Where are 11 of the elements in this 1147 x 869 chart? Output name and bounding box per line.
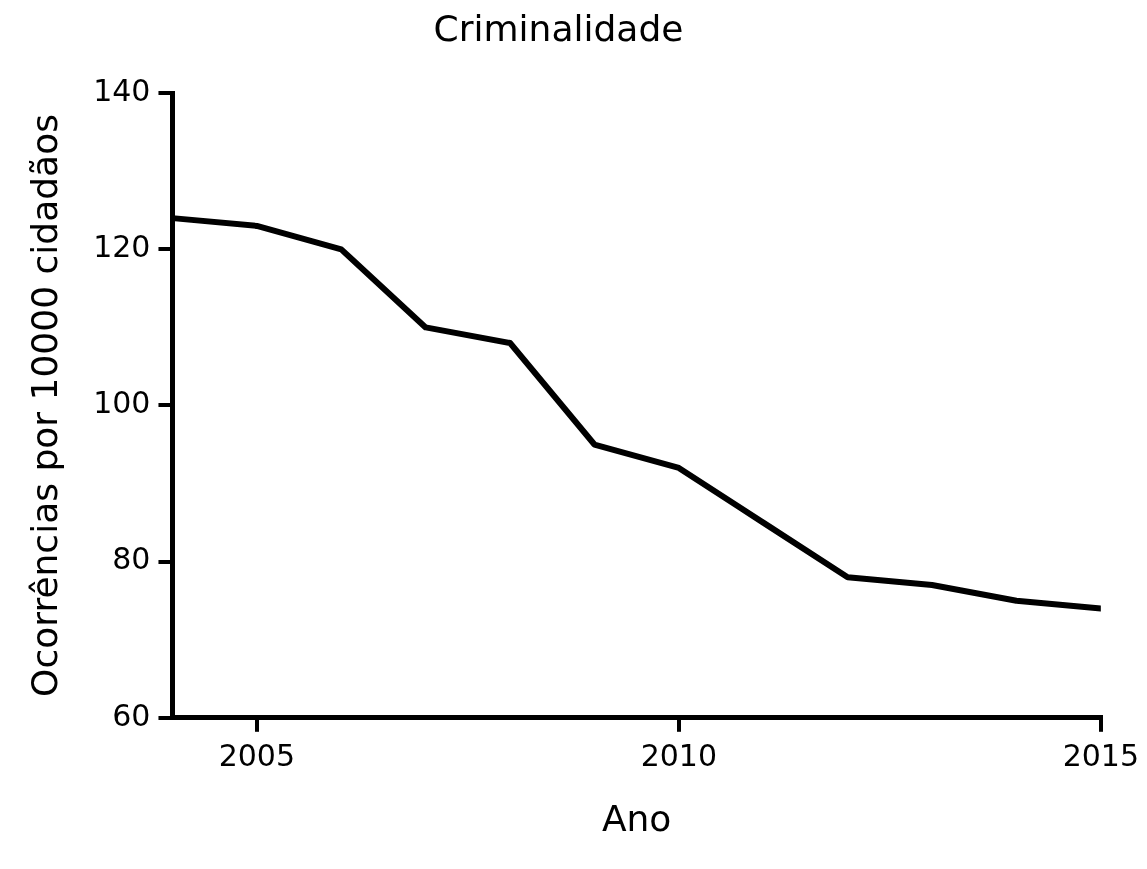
x-tick-label: 2015 <box>1062 737 1140 773</box>
x-tick-label: 2010 <box>640 737 718 773</box>
y-tick-label: 80 <box>112 541 151 577</box>
x-tick-label: 2005 <box>218 737 296 773</box>
y-tick-label: 120 <box>93 229 151 265</box>
chart-title: Criminalidade <box>433 7 684 49</box>
x-axis-title: Ano <box>601 797 672 839</box>
y-tick-label: 140 <box>93 73 151 108</box>
y-tick-label: 60 <box>112 697 151 733</box>
y-tick-label: 100 <box>93 385 151 421</box>
y-axis-title: Ocorrências por 10000 cidadãos <box>23 114 65 697</box>
